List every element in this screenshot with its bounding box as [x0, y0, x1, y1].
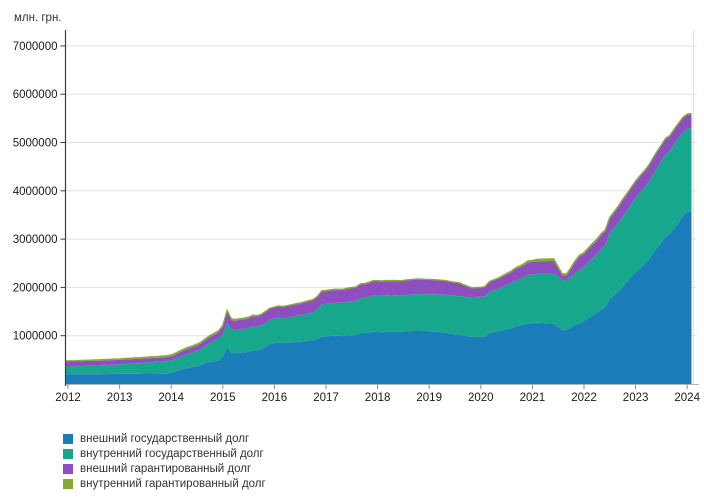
- legend-swatch-ext-guaranteed: [63, 464, 73, 474]
- y-tick-label: 7000000: [13, 41, 58, 53]
- legend-label: внутренний гарантированный долг: [80, 478, 266, 490]
- x-tick-label: 2018: [365, 392, 391, 404]
- x-tick-label: 2014: [158, 392, 184, 404]
- area-series-int_state: [65, 128, 692, 375]
- legend-swatch-int-state: [63, 449, 73, 459]
- y-tick-label: 5000000: [13, 138, 58, 150]
- y-tick-label: 2000000: [13, 282, 58, 294]
- x-tick-label: 2024: [674, 392, 700, 404]
- y-tick-label: 4000000: [13, 186, 58, 198]
- legend-item-int-state: внутренний государственный долг: [63, 448, 266, 460]
- legend-swatch-ext-state: [63, 434, 73, 444]
- x-tick-label: 2015: [210, 392, 236, 404]
- x-tick-label: 2017: [313, 392, 339, 404]
- legend-swatch-int-guaranteed: [63, 479, 73, 489]
- debt-stacked-area-chart: 2012 2013 2014 2015 2016 2017 2018 2019 2020 2021…: [13, 12, 701, 404]
- legend-label: внутренний государственный долг: [80, 448, 264, 460]
- x-tick-label: 2020: [468, 392, 494, 404]
- y-tick-label: 3000000: [13, 234, 58, 246]
- legend-label: внешний государственный долг: [80, 433, 250, 445]
- y-tick-label: 1000000: [13, 331, 58, 343]
- x-tick-label: 2013: [107, 392, 133, 404]
- chart-legend: внешний государственный долг внутренний …: [63, 433, 266, 490]
- x-tick-label: 2019: [416, 392, 442, 404]
- y-tick-label: 6000000: [13, 89, 58, 101]
- legend-label: внешний гарантированный долг: [80, 463, 252, 475]
- x-tick-label: 2021: [520, 392, 546, 404]
- area-top-outline: [65, 112, 692, 362]
- y-axis-unit-label: млн. грн.: [14, 12, 62, 24]
- x-tick-label: 2022: [571, 392, 597, 404]
- legend-item-int-guaranteed: внутренний гарантированный долг: [63, 478, 266, 490]
- x-tick-label: 2023: [623, 392, 649, 404]
- legend-item-ext-guaranteed: внешний гарантированный долг: [63, 463, 266, 475]
- legend-item-ext-state: внешний государственный долг: [63, 433, 266, 445]
- x-tick-label: 2012: [55, 392, 81, 404]
- x-tick-label: 2016: [262, 392, 288, 404]
- area-series-ext_state: [65, 211, 692, 384]
